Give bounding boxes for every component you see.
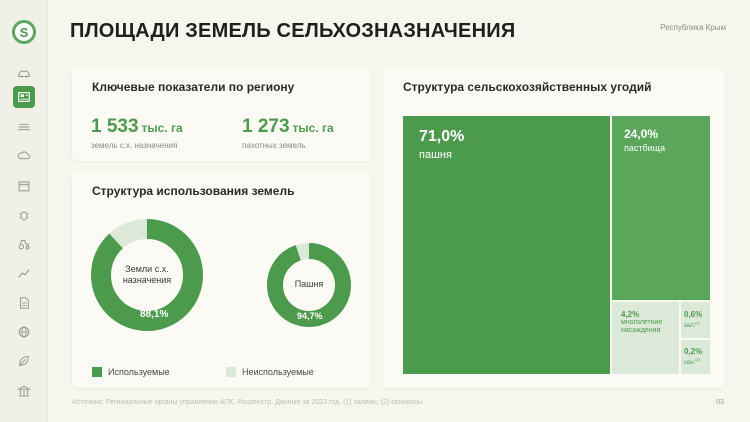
donut-center-label: Пашня xyxy=(266,242,352,328)
donut-percent: 88,1% xyxy=(140,309,169,320)
land-use-card-title: Структура использования земель xyxy=(92,184,295,198)
legend-label: Используемые xyxy=(108,367,170,377)
donut-svg xyxy=(267,243,351,327)
dashboard-icon[interactable] xyxy=(13,86,35,108)
calendar-icon[interactable] xyxy=(13,175,35,197)
treemap-tile-pasture: 24,0% пастбища xyxy=(612,116,710,300)
tile-percent: 0,2% xyxy=(684,347,703,356)
document-icon[interactable] xyxy=(13,292,35,314)
globe-icon[interactable] xyxy=(13,321,35,343)
tile-percent: 4,2% xyxy=(621,310,640,319)
donut-center-text: Земли с.х. назначения xyxy=(122,263,172,285)
legend-label: Неиспользуемые xyxy=(242,367,314,377)
kpi-label: пахотных земель xyxy=(242,141,306,150)
tile-label: пашня xyxy=(419,149,452,161)
chart-icon[interactable] xyxy=(13,262,35,284)
donut-center-label: Земли с.х. назначения xyxy=(91,219,203,331)
legend-swatch xyxy=(92,367,102,377)
kpi-label: земель с.х. назначения xyxy=(91,141,178,150)
tile-footnote-mark: (2) xyxy=(695,357,701,362)
tile-percent: 24,0% xyxy=(624,127,659,141)
tile-percent: 71,0% xyxy=(419,128,465,145)
donut-used-arc xyxy=(267,243,351,327)
structure-card: Структура сельскохозяйственных угодий 71… xyxy=(383,68,725,388)
bug-icon[interactable] xyxy=(13,204,35,226)
kpi-value: 1 273 xyxy=(242,116,290,137)
page-number: 03 xyxy=(716,399,724,406)
donut-percent: 94,7% xyxy=(297,311,323,321)
kpi-unit: тыс. га xyxy=(292,121,334,135)
kpi-value-line: 1 273 тыс. га xyxy=(242,116,334,138)
kpi-card-title: Ключевые показатели по региону xyxy=(92,80,295,94)
footer-source-note: Источник: Региональные органы управления… xyxy=(72,399,423,406)
tile-percent: 0,6% xyxy=(684,310,703,319)
tile-label: сен. xyxy=(684,360,696,366)
donut-chart-arable: Пашня 94,7% xyxy=(266,242,352,328)
legend-used: Используемые xyxy=(92,367,170,377)
donut-center-text: Пашня xyxy=(294,279,324,290)
tile-label-line: зал.(1) xyxy=(684,320,700,329)
app-logo[interactable]: S xyxy=(12,20,36,44)
bank-icon[interactable] xyxy=(13,380,35,402)
car-icon[interactable] xyxy=(13,62,35,84)
kpi-card: Ключевые показатели по региону 1 533 тыс.… xyxy=(72,68,371,161)
kpi-value-line: 1 533 тыс. га xyxy=(91,116,183,138)
sidebar: S xyxy=(0,0,48,422)
land-use-card: Структура использования земель Земли с.х… xyxy=(72,172,371,388)
region-label: Республика Крым xyxy=(660,23,726,32)
treemap-tile-hayfields: 0,2% сен.(2) xyxy=(681,340,710,374)
donut-chart-farmland: Земли с.х. назначения 88,1% xyxy=(91,219,203,331)
logo-letter: S xyxy=(15,23,33,41)
tile-label: зал. xyxy=(684,323,696,329)
structure-card-title: Структура сельскохозяйственных угодий xyxy=(403,80,652,94)
field-icon[interactable] xyxy=(13,116,35,138)
leaf-icon[interactable] xyxy=(13,350,35,372)
kpi-value: 1 533 xyxy=(91,116,139,137)
donut-svg xyxy=(91,219,203,331)
kpi-unit: тыс. га xyxy=(141,121,183,135)
tile-label: пастбища xyxy=(624,143,666,153)
kpi-item: 1 273 тыс. га пахотных земель xyxy=(242,116,334,150)
tile-label-line: сен.(2) xyxy=(684,357,700,366)
page-title: ПЛОЩАДИ ЗЕМЕЛЬ СЕЛЬХОЗНАЗНАЧЕНИЯ xyxy=(70,20,516,42)
tile-footnote-mark: (1) xyxy=(695,320,701,325)
tractor-icon[interactable] xyxy=(13,233,35,255)
treemap-tile-arable: 71,0% пашня xyxy=(403,116,610,374)
tile-label: многолетние насаждения xyxy=(621,319,663,335)
legend-unused: Неиспользуемые xyxy=(226,367,314,377)
legend-swatch xyxy=(226,367,236,377)
treemap-tile-fallow: 0,6% зал.(1) xyxy=(681,302,710,338)
kpi-item: 1 533 тыс. га земель с.х. назначения xyxy=(91,116,183,150)
treemap-tile-orchards: 4,2% многолетние насаждения xyxy=(612,302,679,374)
donut-used-arc xyxy=(91,219,203,331)
weather-icon[interactable] xyxy=(13,145,35,167)
